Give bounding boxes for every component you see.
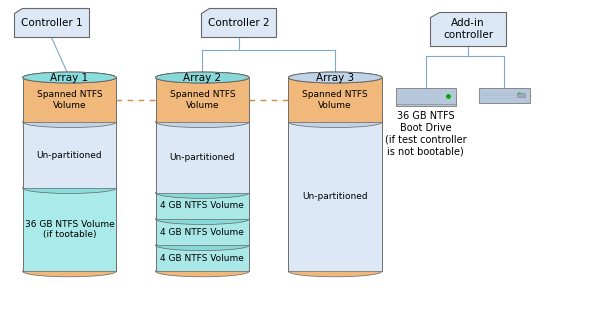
Text: 4 GB NTFS Volume: 4 GB NTFS Volume [161,254,244,263]
Polygon shape [156,122,249,193]
Ellipse shape [156,72,249,83]
Ellipse shape [156,117,249,128]
Text: 36 GB NTFS
Boot Drive
(if test controller
is not bootable): 36 GB NTFS Boot Drive (if test controlle… [385,111,467,156]
Ellipse shape [23,266,116,277]
Polygon shape [156,245,249,271]
Polygon shape [23,122,116,188]
Text: Controller 2: Controller 2 [208,18,269,27]
Ellipse shape [23,117,116,128]
Text: 4 GB NTFS Volume: 4 GB NTFS Volume [161,228,244,236]
Polygon shape [23,188,116,271]
Text: Array 2: Array 2 [183,73,222,82]
Text: Spanned NTFS
Volume: Spanned NTFS Volume [170,90,235,109]
Text: Un-partitioned: Un-partitioned [170,153,235,162]
Text: Array 1: Array 1 [50,73,89,82]
Polygon shape [14,8,89,37]
FancyBboxPatch shape [516,93,524,97]
Polygon shape [156,193,249,219]
Polygon shape [23,78,116,122]
Polygon shape [156,219,249,245]
Text: Spanned NTFS
Volume: Spanned NTFS Volume [37,90,102,109]
Ellipse shape [156,240,249,251]
Ellipse shape [289,72,382,83]
Ellipse shape [156,214,249,224]
Text: Spanned NTFS
Volume: Spanned NTFS Volume [303,90,368,109]
Text: Un-partitioned: Un-partitioned [303,192,368,201]
FancyBboxPatch shape [478,88,530,103]
Polygon shape [156,78,249,122]
Text: Un-partitioned: Un-partitioned [37,151,102,160]
Text: Add-in
controller: Add-in controller [443,18,493,40]
Ellipse shape [23,72,116,83]
Polygon shape [289,122,382,271]
Text: 36 GB NTFS Volume
(if tootable): 36 GB NTFS Volume (if tootable) [25,220,114,239]
Polygon shape [289,78,382,122]
Ellipse shape [289,117,382,128]
Ellipse shape [23,182,116,193]
Ellipse shape [289,266,382,277]
FancyBboxPatch shape [396,88,456,106]
Ellipse shape [23,72,116,83]
Polygon shape [430,12,506,46]
Text: 4 GB NTFS Volume: 4 GB NTFS Volume [161,202,244,210]
Ellipse shape [156,266,249,277]
Text: Controller 1: Controller 1 [21,18,82,27]
Ellipse shape [289,72,382,83]
Ellipse shape [156,187,249,198]
Ellipse shape [156,72,249,83]
Polygon shape [201,8,276,37]
Text: Array 3: Array 3 [316,73,355,82]
